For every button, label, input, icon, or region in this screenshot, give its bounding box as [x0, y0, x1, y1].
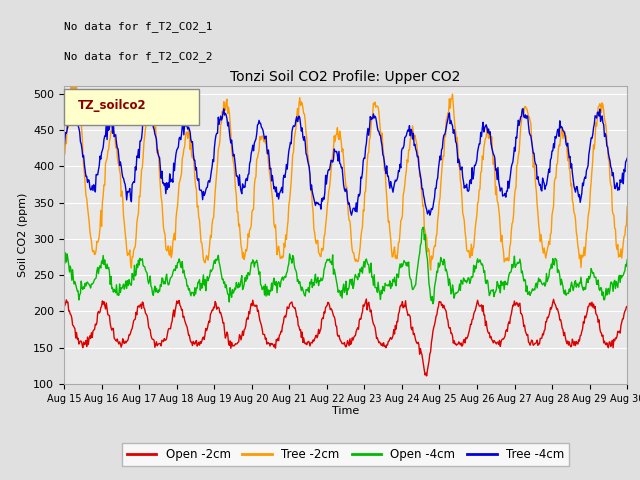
Legend: Open -2cm, Tree -2cm, Open -4cm, Tree -4cm: Open -2cm, Tree -2cm, Open -4cm, Tree -4…: [122, 444, 569, 466]
Y-axis label: Soil CO2 (ppm): Soil CO2 (ppm): [17, 193, 28, 277]
FancyBboxPatch shape: [64, 89, 199, 125]
Text: No data for f_T2_CO2_1: No data for f_T2_CO2_1: [64, 21, 212, 32]
Text: TZ_soilco2: TZ_soilco2: [78, 99, 147, 112]
X-axis label: Time: Time: [332, 407, 359, 417]
Title: Tonzi Soil CO2 Profile: Upper CO2: Tonzi Soil CO2 Profile: Upper CO2: [230, 70, 461, 84]
Text: No data for f_T2_CO2_2: No data for f_T2_CO2_2: [64, 51, 212, 61]
